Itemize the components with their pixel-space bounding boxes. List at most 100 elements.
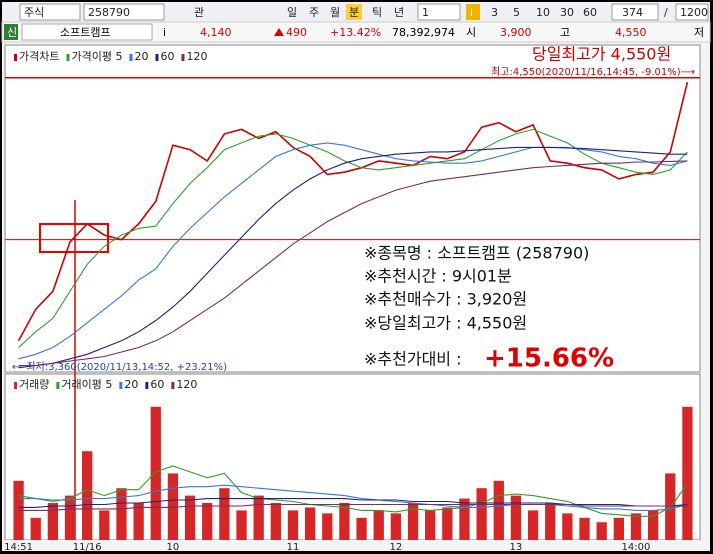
- toolbar-item: 4,550: [615, 26, 647, 39]
- volume-bar: [287, 510, 299, 540]
- toolbar-item: 주식: [24, 6, 44, 19]
- volume-bar: [527, 510, 539, 540]
- up-arrow: [274, 28, 284, 36]
- toolbar-item: 1: [422, 6, 429, 19]
- toolbar-item: 3,900: [500, 26, 532, 39]
- volume-bar: [425, 510, 436, 540]
- minute-tab-bg: [346, 4, 362, 20]
- toolbar-item: 소프트캠프: [60, 26, 111, 39]
- toolbar-item: 주: [309, 6, 319, 19]
- moving-average: [18, 498, 688, 508]
- volume-bar: [167, 473, 179, 540]
- legend-label: 20: [124, 378, 138, 391]
- annotation: ⟵최저:3,360(2020/11/13,14:52, +23.21%): [12, 361, 227, 373]
- volume-bar: [236, 510, 247, 540]
- volume-bar: [390, 513, 402, 540]
- interval-select[interactable]: [417, 3, 461, 21]
- legend-marker: [181, 54, 185, 61]
- volume-bar: [339, 503, 350, 540]
- legend-marker: [171, 382, 175, 389]
- info-line: ※추천가대비 :: [364, 350, 461, 369]
- x-tick-label: 10: [167, 542, 180, 553]
- volume-bar: [150, 406, 161, 540]
- x-tick-label: 12: [390, 542, 403, 553]
- volume-bar: [253, 495, 264, 540]
- moving-average: [18, 146, 688, 369]
- toolbar-item: 년: [394, 6, 404, 19]
- info-btn[interactable]: [466, 4, 480, 20]
- volume-bar: [219, 488, 230, 540]
- highlight-box: [39, 223, 109, 253]
- legend-label: 60: [160, 50, 174, 63]
- toolbar-item: 일: [287, 5, 297, 19]
- legend-label: 가격차트: [19, 50, 59, 63]
- moving-average: [18, 484, 688, 511]
- legend-label: 120: [176, 378, 197, 391]
- toolbar-item: 5: [513, 6, 520, 19]
- info-line: ※당일최고가 : 4,550원: [364, 314, 527, 333]
- toolbar-item: i: [163, 26, 166, 39]
- volume-bar: [647, 510, 659, 540]
- volume-bar: [596, 522, 607, 540]
- count-input[interactable]: [611, 3, 659, 21]
- info-highlight: +15.66%: [484, 344, 614, 374]
- legend-marker: [155, 54, 159, 61]
- volume-bar: [407, 503, 419, 540]
- volume-bar: [13, 480, 24, 540]
- volume-bar: [30, 517, 41, 540]
- toolbar-item: 관: [194, 6, 204, 19]
- toolbar-item: 10: [536, 6, 550, 19]
- code-input[interactable]: [83, 3, 165, 21]
- legend-label: 20: [134, 50, 148, 63]
- legend-marker: [56, 382, 60, 389]
- legend-marker: [14, 382, 17, 389]
- info-line: ※종목명 : 소프트캠프 (258790): [364, 244, 589, 263]
- volume-bar: [202, 503, 213, 540]
- legend-marker: [14, 54, 17, 61]
- moving-average: [18, 503, 688, 511]
- volume-bar: [270, 503, 281, 540]
- max-input[interactable]: [675, 3, 709, 21]
- toolbar-item: 시: [466, 26, 476, 39]
- volume-bar: [476, 488, 487, 540]
- volume-bar: [493, 480, 504, 540]
- legend-label: 60: [150, 378, 164, 391]
- toolbar-item: 신: [7, 26, 17, 39]
- toolbar-item: 490: [286, 26, 307, 39]
- toolbar-item: 4,140: [200, 26, 232, 39]
- volume-bar: [304, 507, 316, 540]
- legend-marker: [145, 382, 149, 389]
- info-line: ※추천시간 : 9시01분: [364, 267, 512, 286]
- legend-label: 가격이평 5: [71, 50, 122, 63]
- x-tick-label: 14:00: [622, 542, 651, 553]
- toolbar-item: 30: [560, 6, 574, 19]
- x-tick-label: 14:51: [4, 542, 33, 553]
- volume-bar: [133, 503, 144, 540]
- info-line: ※추천매수가 : 3,920원: [364, 290, 527, 309]
- legend-label: 거래이평 5: [61, 378, 112, 391]
- legend-marker: [129, 54, 133, 61]
- x-tick-label: 11: [287, 542, 300, 553]
- x-axis-strip: [5, 540, 700, 551]
- market-select[interactable]: [19, 3, 81, 21]
- volume-bar: [613, 517, 624, 540]
- legend-marker: [119, 382, 123, 389]
- volume-bar: [682, 406, 693, 540]
- volume-bar: [630, 513, 642, 540]
- volume-bar: [510, 495, 522, 540]
- volume-bar: [545, 503, 556, 540]
- toolbar-item: 고: [560, 26, 570, 39]
- volume-bar: [99, 510, 110, 540]
- volume-bar: [322, 513, 333, 540]
- legend-marker: [66, 54, 70, 61]
- toolbar-item: 틱: [372, 6, 382, 19]
- toolbar-item: 258790: [88, 6, 130, 19]
- volume-bar: [562, 513, 573, 540]
- x-tick-label: 11/16: [73, 542, 102, 553]
- toolbar-item: 분: [349, 6, 359, 19]
- annotation: 최고:4,550(2020/11/16,14:45, -9.01%)⟶: [491, 66, 695, 78]
- toolbar-item: 저: [694, 26, 704, 39]
- toolbar-item: /: [664, 6, 668, 19]
- toolbar-item: +13.42%: [330, 26, 381, 39]
